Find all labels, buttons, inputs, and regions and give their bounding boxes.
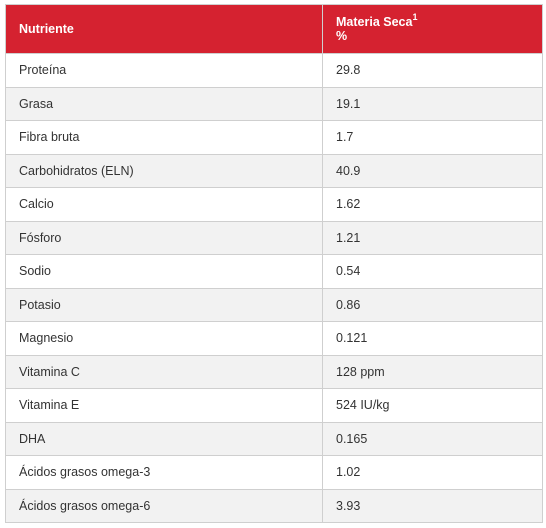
dry-matter-value: 29.8: [322, 53, 543, 88]
nutrient-name: Proteína: [5, 53, 323, 88]
table-row: Calcio 1.62: [5, 187, 543, 222]
nutrient-name: Vitamina C: [5, 354, 323, 389]
nutrient-name: Calcio: [5, 187, 323, 222]
table-row: Fósforo 1.21: [5, 220, 543, 255]
dry-matter-value: 40.9: [322, 153, 543, 188]
table-row: DHA 0.165: [5, 421, 543, 456]
nutrition-table-container: Nutriente Materia Seca1 % Proteína 29.8 Gr…: [5, 4, 543, 523]
dry-matter-value: 1.7: [322, 120, 543, 155]
nutrient-name: Ácidos grasos omega-6: [5, 488, 323, 523]
table-header: Nutriente Materia Seca1 %: [5, 4, 543, 54]
nutrient-name: Magnesio: [5, 321, 323, 356]
header-dry-matter-unit: %: [336, 29, 348, 43]
nutrient-name: DHA: [5, 421, 323, 456]
nutrition-table: Nutriente Materia Seca1 % Proteína 29.8 Gr…: [5, 4, 543, 523]
table-row: Magnesio 0.121: [5, 321, 543, 356]
dry-matter-value: 0.121: [322, 321, 543, 356]
dry-matter-value: 524 IU/kg: [322, 388, 543, 423]
dry-matter-value: 19.1: [322, 86, 543, 121]
table-row: Ácidos grasos omega-6 3.93: [5, 488, 543, 523]
dry-matter-value: 0.86: [322, 287, 543, 322]
dry-matter-value: 3.93: [322, 488, 543, 523]
table-row: Fibra bruta 1.7: [5, 120, 543, 155]
dry-matter-value: 1.62: [322, 187, 543, 222]
table-row: Potasio 0.86: [5, 287, 543, 322]
nutrient-name: Fósforo: [5, 220, 323, 255]
nutrient-name: Grasa: [5, 86, 323, 121]
header-row: Nutriente Materia Seca1 %: [5, 4, 543, 54]
nutrient-name: Vitamina E: [5, 388, 323, 423]
dry-matter-value: 0.165: [322, 421, 543, 456]
header-dry-matter-label: Materia Seca: [336, 15, 413, 29]
dry-matter-value: 128 ppm: [322, 354, 543, 389]
table-row: Grasa 19.1: [5, 86, 543, 121]
table-row: Proteína 29.8: [5, 53, 543, 88]
dry-matter-value: 0.54: [322, 254, 543, 289]
table-row: Sodio 0.54: [5, 254, 543, 289]
dry-matter-value: 1.21: [322, 220, 543, 255]
nutrient-name: Ácidos grasos omega-3: [5, 455, 323, 490]
footnote-marker: 1: [412, 11, 418, 22]
table-row: Ácidos grasos omega-3 1.02: [5, 455, 543, 490]
nutrient-name: Sodio: [5, 254, 323, 289]
header-nutrient: Nutriente: [5, 4, 323, 54]
table-row: Carbohidratos (ELN) 40.9: [5, 153, 543, 188]
table-body: Proteína 29.8 Grasa 19.1 Fibra bruta 1.7 Carbo…: [5, 53, 543, 523]
nutrient-name: Potasio: [5, 287, 323, 322]
nutrient-name: Carbohidratos (ELN): [5, 153, 323, 188]
dry-matter-value: 1.02: [322, 455, 543, 490]
table-row: Vitamina C 128 ppm: [5, 354, 543, 389]
table-row: Vitamina E 524 IU/kg: [5, 388, 543, 423]
header-dry-matter: Materia Seca1 %: [322, 4, 543, 54]
nutrient-name: Fibra bruta: [5, 120, 323, 155]
